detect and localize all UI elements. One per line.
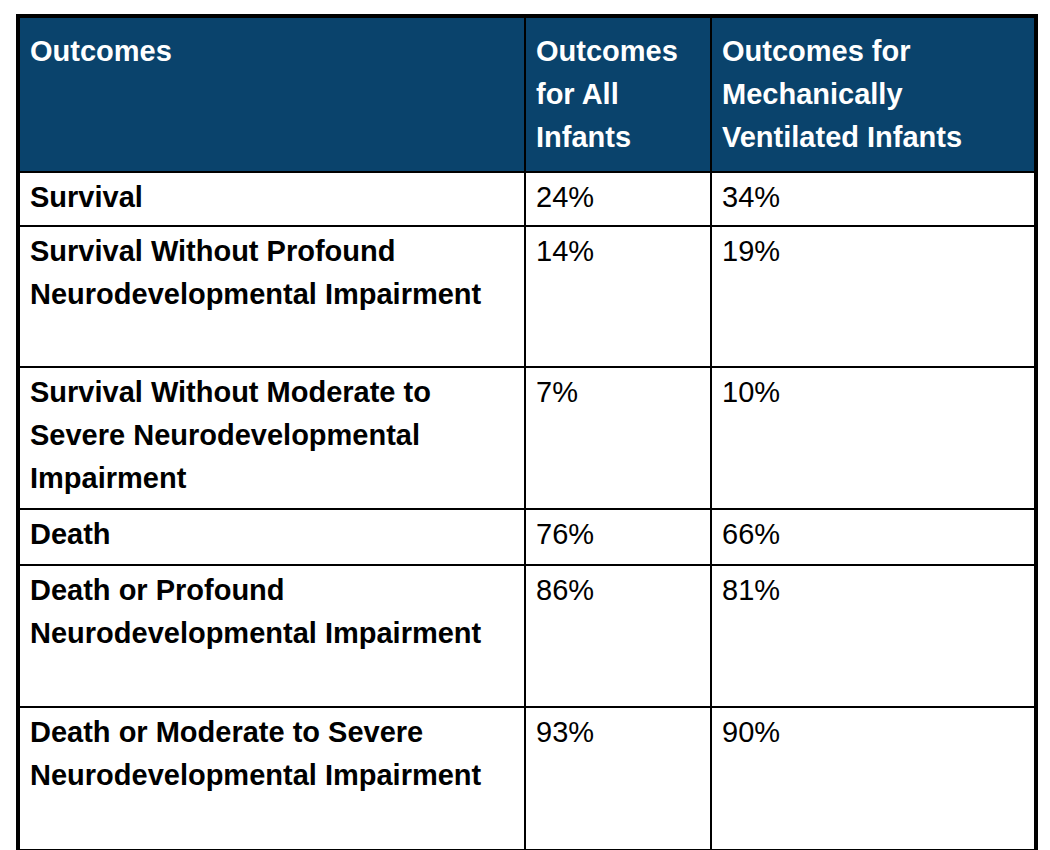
header-cell-outcomes: Outcomes xyxy=(18,16,525,172)
table-row-death-or-profound-ndi: Death or Profound Neurodevelopmental Imp… xyxy=(18,565,1036,707)
outcome-label-cell: Survival xyxy=(18,172,525,226)
header-cell-ventilated-infants: Outcomes for Mechanically Ventilated Inf… xyxy=(711,16,1036,172)
outcomes-table: Outcomes Outcomes for All Infants Outcom… xyxy=(16,14,1038,850)
ventilated-value-cell: 90% xyxy=(711,707,1036,850)
outcome-label-cell: Death or Profound Neurodevelopmental Imp… xyxy=(18,565,525,707)
outcome-label-cell: Death xyxy=(18,509,525,565)
table-row-survival-without-moderate-severe-ndi: Survival Without Moderate to Severe Neur… xyxy=(18,367,1036,509)
ventilated-value-cell: 66% xyxy=(711,509,1036,565)
all-infants-value-cell: 7% xyxy=(525,367,711,509)
ventilated-value-cell: 81% xyxy=(711,565,1036,707)
table-row-death-or-moderate-severe-ndi: Death or Moderate to Severe Neurodevelop… xyxy=(18,707,1036,850)
all-infants-value-cell: 24% xyxy=(525,172,711,226)
outcome-label-cell: Survival Without Moderate to Severe Neur… xyxy=(18,367,525,509)
table-row-survival-without-profound-ndi: Survival Without Profound Neurodevelopme… xyxy=(18,226,1036,367)
table-header-row: Outcomes Outcomes for All Infants Outcom… xyxy=(18,16,1036,172)
page: Outcomes Outcomes for All Infants Outcom… xyxy=(0,0,1050,850)
table-row-survival: Survival 24% 34% xyxy=(18,172,1036,226)
outcome-label-cell: Death or Moderate to Severe Neurodevelop… xyxy=(18,707,525,850)
all-infants-value-cell: 93% xyxy=(525,707,711,850)
all-infants-value-cell: 14% xyxy=(525,226,711,367)
table-row-death: Death 76% 66% xyxy=(18,509,1036,565)
ventilated-value-cell: 19% xyxy=(711,226,1036,367)
outcome-label-cell: Survival Without Profound Neurodevelopme… xyxy=(18,226,525,367)
ventilated-value-cell: 10% xyxy=(711,367,1036,509)
header-cell-all-infants: Outcomes for All Infants xyxy=(525,16,711,172)
ventilated-value-cell: 34% xyxy=(711,172,1036,226)
all-infants-value-cell: 86% xyxy=(525,565,711,707)
all-infants-value-cell: 76% xyxy=(525,509,711,565)
